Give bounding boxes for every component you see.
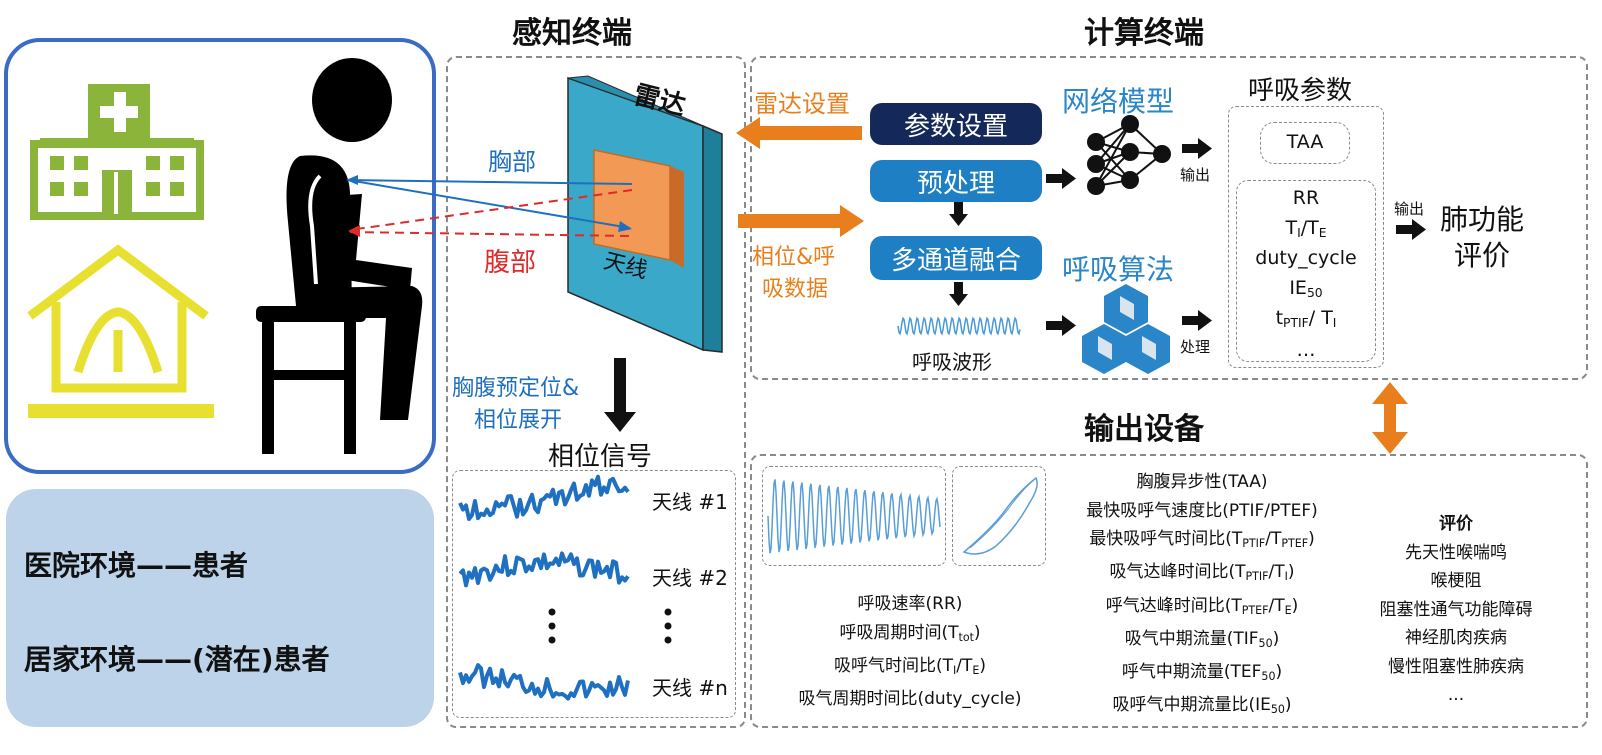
mid-item-tif50: 吸气中期流量(TIF50): [1124, 628, 1280, 650]
left-item-ttot: 呼吸周期时间(Ttot): [839, 622, 981, 644]
output-mid-list: 胸腹异步性(TAA) 最快吸呼气速度比(PTIF/PTEF) 最快吸呼气时间比(…: [1052, 468, 1352, 725]
left-item-ti-te: 吸呼气时间比(TI/TE): [833, 655, 987, 677]
waveform-label: 呼吸波形: [912, 350, 992, 374]
abdomen-label: 腹部: [484, 248, 537, 278]
mid-item-ie50: 吸呼气中期流量比(IE50): [1112, 695, 1292, 716]
output-title: 输出设备: [1084, 412, 1204, 447]
computing-title: 计算终端: [1084, 16, 1204, 51]
phase-data-label-2: 吸数据: [762, 277, 829, 302]
mid-item-tptif-tptef: 最快吸呼气时间比(TPTIF/TPTEF): [1089, 529, 1315, 550]
param-ti-te: TI/TE: [1285, 217, 1327, 241]
resp-algorithm-label: 呼吸算法: [1062, 253, 1175, 286]
eval-title: 评价: [1439, 514, 1473, 534]
mid-item-tptef-te: 呼气达峰时间比(TPTEF/TE): [1105, 595, 1299, 617]
env-hospital-label: 医院环境——患者: [24, 549, 249, 582]
left-item-rr: 呼吸速率(RR): [857, 594, 963, 614]
eval-item-2: 喉梗阻: [1430, 571, 1482, 591]
taa-box: [1260, 122, 1350, 164]
param-ellipsis: …: [1296, 339, 1316, 361]
mid-item-tptif-ti: 吸气达峰时间比(TPTIF/TI): [1109, 562, 1295, 583]
mid-item-taa: 胸腹异步性(TAA): [1136, 472, 1268, 492]
waveform-thumbnail: [762, 466, 946, 566]
mid-item-ptif-ptef: 最快吸呼气速度比(PTIF/PTEF): [1086, 500, 1318, 521]
environment-panel: [6, 489, 434, 727]
output-left-list: 呼吸速率(RR) 呼吸周期时间(Ttot) 吸呼气时间比(TI/TE) 吸气周期…: [760, 590, 1060, 714]
output-label-2: 输出: [1394, 200, 1425, 218]
mid-item-tef50: 呼气中期流量(TEF50): [1121, 662, 1283, 683]
antenna-2-label: 天线 #2: [652, 566, 728, 590]
antenna-n-label: 天线 #n: [652, 676, 728, 700]
param-rr: RR: [1292, 187, 1320, 209]
chest-label: 胸部: [488, 148, 536, 176]
param-tptif: tPTIF/ TI: [1275, 307, 1337, 331]
scene-frame: [4, 38, 436, 474]
env-home-label: 居家环境——(潜在)患者: [24, 643, 330, 676]
algorithm-icon: [1082, 284, 1170, 374]
resp-params-title: 呼吸参数: [1248, 76, 1353, 106]
evaluation-list: 评价 先天性喉喘鸣 喉梗阻 阻塞性通气功能障碍 神经肌肉疾病 慢性阻塞性肺疾病 …: [1346, 510, 1566, 710]
fusion-button[interactable]: 多通道融合: [870, 236, 1042, 280]
antenna-signal-box: [452, 470, 736, 718]
loop-thumbnail: [952, 466, 1046, 566]
left-item-duty: 吸气周期时间比(duty_cycle): [798, 689, 1022, 709]
param-duty-cycle: duty_cycle: [1255, 247, 1357, 269]
eval-item-5: 慢性阻塞性肺疾病: [1388, 656, 1524, 677]
resp-params-box: [1228, 106, 1384, 368]
eval-item-6: ...: [1447, 685, 1465, 705]
output-label-1: 输出: [1180, 166, 1211, 184]
process-label: 处理: [1180, 338, 1211, 356]
param-setting-button[interactable]: 参数设置: [870, 103, 1042, 145]
lung-eval-line1: 肺功能: [1440, 203, 1525, 236]
param-taa: TAA: [1286, 131, 1324, 153]
param-ie50: IE50: [1289, 277, 1323, 301]
sensing-title: 感知终端: [512, 16, 632, 51]
prepositioning-line2: 相位展开: [474, 408, 563, 433]
hospital-icon: [30, 84, 204, 220]
lung-eval-line2: 评价: [1454, 239, 1511, 272]
antenna-1-label: 天线 #1: [652, 490, 728, 514]
preprocess-button[interactable]: 预处理: [870, 160, 1042, 202]
eval-item-3: 阻塞性通气功能障碍: [1379, 599, 1533, 620]
params-inner-box: [1236, 180, 1376, 362]
phase-data-label-1: 相位&呼: [752, 245, 836, 270]
sensing-box: [446, 56, 746, 728]
prepositioning-line1: 胸腹预定位&: [452, 376, 580, 401]
eval-item-1: 先天性喉喘鸣: [1405, 542, 1507, 563]
network-model-label: 网络模型: [1062, 85, 1175, 118]
person-icon: [256, 58, 423, 454]
radar-setting-label: 雷达设置: [754, 90, 850, 118]
output-box: [750, 454, 1588, 728]
house-icon: [27, 244, 214, 418]
eval-item-4: 神经肌肉疾病: [1405, 628, 1507, 648]
phase-signal-title: 相位信号: [548, 442, 653, 472]
